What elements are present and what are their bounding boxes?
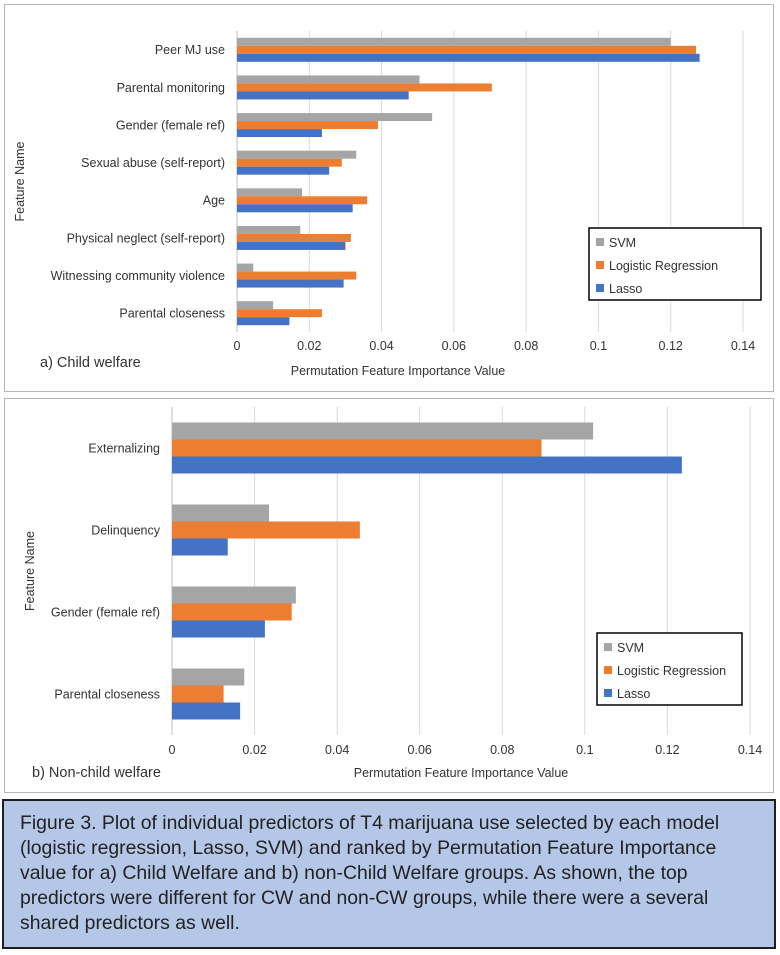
x-tick-label: 0.06 [408, 743, 432, 757]
bar-svm [237, 301, 274, 310]
x-tick-label: 0.12 [655, 743, 679, 757]
x-tick-label: 0 [169, 743, 176, 757]
legend-swatch [596, 261, 604, 269]
bar-logistic-regression [237, 196, 368, 205]
y-tick-label: Parental monitoring [117, 81, 225, 95]
chart-panel-non-child-welfare: 0 0.02 0.04 0.06 0.08 0.1 0.12 0.14 Externalizin… [4, 398, 774, 793]
x-tick-label: 0.02 [297, 339, 321, 353]
bar-logistic-regression [172, 685, 224, 703]
bar-svm [237, 75, 420, 84]
legend-label: Logistic Regression [609, 259, 718, 273]
bar-svm [172, 504, 270, 522]
chart-child-welfare: 0 0.02 0.04 0.06 0.08 0.1 0.12 0.14 Peer MJ use P… [13, 31, 762, 378]
panel-label: a) Child welfare [40, 355, 141, 371]
y-tick-label: Externalizing [88, 441, 160, 455]
bar-lasso [237, 204, 353, 213]
x-axis-title: Permutation Feature Importance Value [354, 766, 569, 780]
y-tick-label: Parental closeness [54, 687, 160, 701]
legend-swatch [604, 666, 612, 674]
bar-logistic-regression [237, 121, 378, 130]
bar-logistic-regression [172, 521, 360, 539]
bar-lasso [172, 702, 241, 720]
legend-label: SVM [609, 236, 636, 250]
y-axis-title: Feature Name [13, 142, 27, 222]
y-tick-label: Peer MJ use [155, 43, 225, 57]
y-tick-label: Witnessing community violence [51, 269, 225, 283]
bar-svm [172, 422, 594, 440]
bar-svm [237, 188, 303, 197]
x-tick-label: 0.1 [576, 743, 593, 757]
x-tick-label: 0.14 [738, 743, 762, 757]
bar-logistic-regression [237, 271, 357, 280]
bar-lasso [237, 129, 322, 138]
y-axis-title: Feature Name [23, 531, 37, 611]
x-axis-title: Permutation Feature Importance Value [291, 364, 506, 378]
bar-svm [237, 113, 433, 122]
y-tick-label: Age [203, 194, 225, 208]
x-tick-label: 0.04 [369, 339, 393, 353]
y-tick-label: Sexual abuse (self-report) [81, 156, 225, 170]
x-tick-label: 0.08 [514, 339, 538, 353]
bar-lasso [237, 91, 409, 100]
legend-swatch [596, 238, 604, 246]
chart-non-child-welfare: 0 0.02 0.04 0.06 0.08 0.1 0.12 0.14 Externalizin… [23, 407, 762, 781]
bar-lasso [237, 241, 346, 250]
legend-label: Lasso [617, 687, 650, 701]
x-tick-label: 0.08 [490, 743, 514, 757]
y-tick-label: Delinquency [91, 523, 161, 537]
x-tick-label: 0.06 [442, 339, 466, 353]
x-tick-label: 0.12 [659, 339, 683, 353]
bar-svm [172, 586, 296, 604]
bar-logistic-regression [237, 309, 322, 318]
bar-logistic-regression [237, 233, 351, 242]
y-tick-label: Physical neglect (self-report) [67, 231, 225, 245]
legend-swatch [604, 643, 612, 651]
bar-logistic-regression [237, 45, 697, 54]
legend-box [588, 227, 762, 301]
legend-label: Logistic Regression [617, 664, 726, 678]
legend-label: SVM [617, 641, 644, 655]
y-tick-label: Gender (female ref) [51, 605, 160, 619]
legend-swatch [604, 689, 612, 697]
x-tick-label: 0.14 [731, 339, 755, 353]
bar-logistic-regression [172, 439, 542, 457]
bar-logistic-regression [237, 158, 342, 167]
bar-lasso [237, 166, 330, 175]
bar-svm [237, 225, 301, 234]
bar-svm [237, 37, 671, 46]
x-tick-label: 0.02 [242, 743, 266, 757]
bar-lasso [237, 279, 344, 288]
legend-label: Lasso [609, 282, 642, 296]
bar-lasso [237, 317, 290, 326]
bar-logistic-regression [172, 603, 292, 621]
bar-svm [237, 150, 357, 159]
bar-lasso [172, 538, 228, 556]
bar-svm [237, 263, 254, 272]
chart-panel-child-welfare: 0 0.02 0.04 0.06 0.08 0.1 0.12 0.14 Peer MJ use P… [4, 4, 774, 392]
bar-lasso [172, 620, 265, 638]
bar-lasso [237, 53, 700, 62]
bar-svm [172, 668, 245, 686]
y-tick-label: Parental closeness [119, 307, 225, 321]
legend-box [596, 632, 743, 706]
bar-lasso [172, 456, 682, 474]
panel-label: b) Non-child welfare [32, 765, 161, 781]
y-tick-label: Gender (female ref) [116, 118, 225, 132]
legend-swatch [596, 284, 604, 292]
x-tick-label: 0 [234, 339, 241, 353]
figure-caption: Figure 3. Plot of individual predictors … [2, 799, 776, 949]
bar-logistic-regression [237, 83, 492, 92]
x-tick-label: 0.1 [590, 339, 607, 353]
x-tick-label: 0.04 [325, 743, 349, 757]
